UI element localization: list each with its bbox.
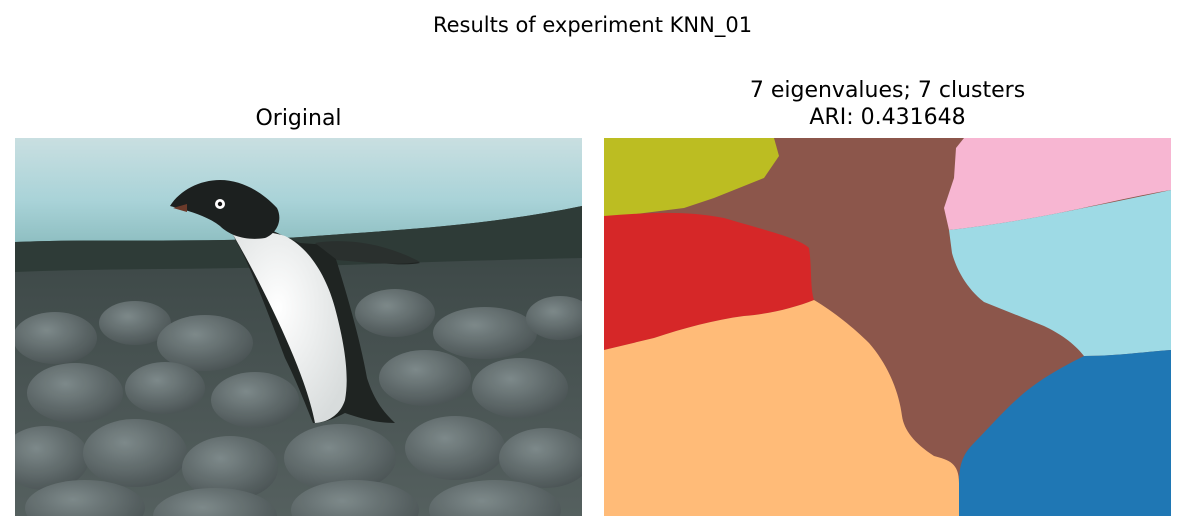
segmentation-title-line2: ARI: 0.431648	[809, 105, 966, 130]
penguin-photo-icon	[15, 138, 582, 516]
segmentation-title: 7 eigenvalues; 7 clusters ARI: 0.431648	[604, 77, 1171, 131]
cluster-region-light-orange	[604, 300, 959, 516]
cluster-region-olive	[604, 138, 779, 218]
segmentation-image	[604, 138, 1171, 516]
original-image	[15, 138, 582, 516]
cluster-region-light-blue	[949, 190, 1171, 356]
original-title: Original	[255, 106, 342, 131]
segmentation-title-line1: 7 eigenvalues; 7 clusters	[749, 78, 1026, 103]
cluster-region-pink	[944, 138, 1171, 230]
cluster-region-red	[604, 212, 814, 350]
cluster-map	[604, 138, 1171, 516]
cluster-region-blue	[959, 350, 1171, 516]
figure-suptitle: Results of experiment KNN_01	[432, 13, 753, 37]
